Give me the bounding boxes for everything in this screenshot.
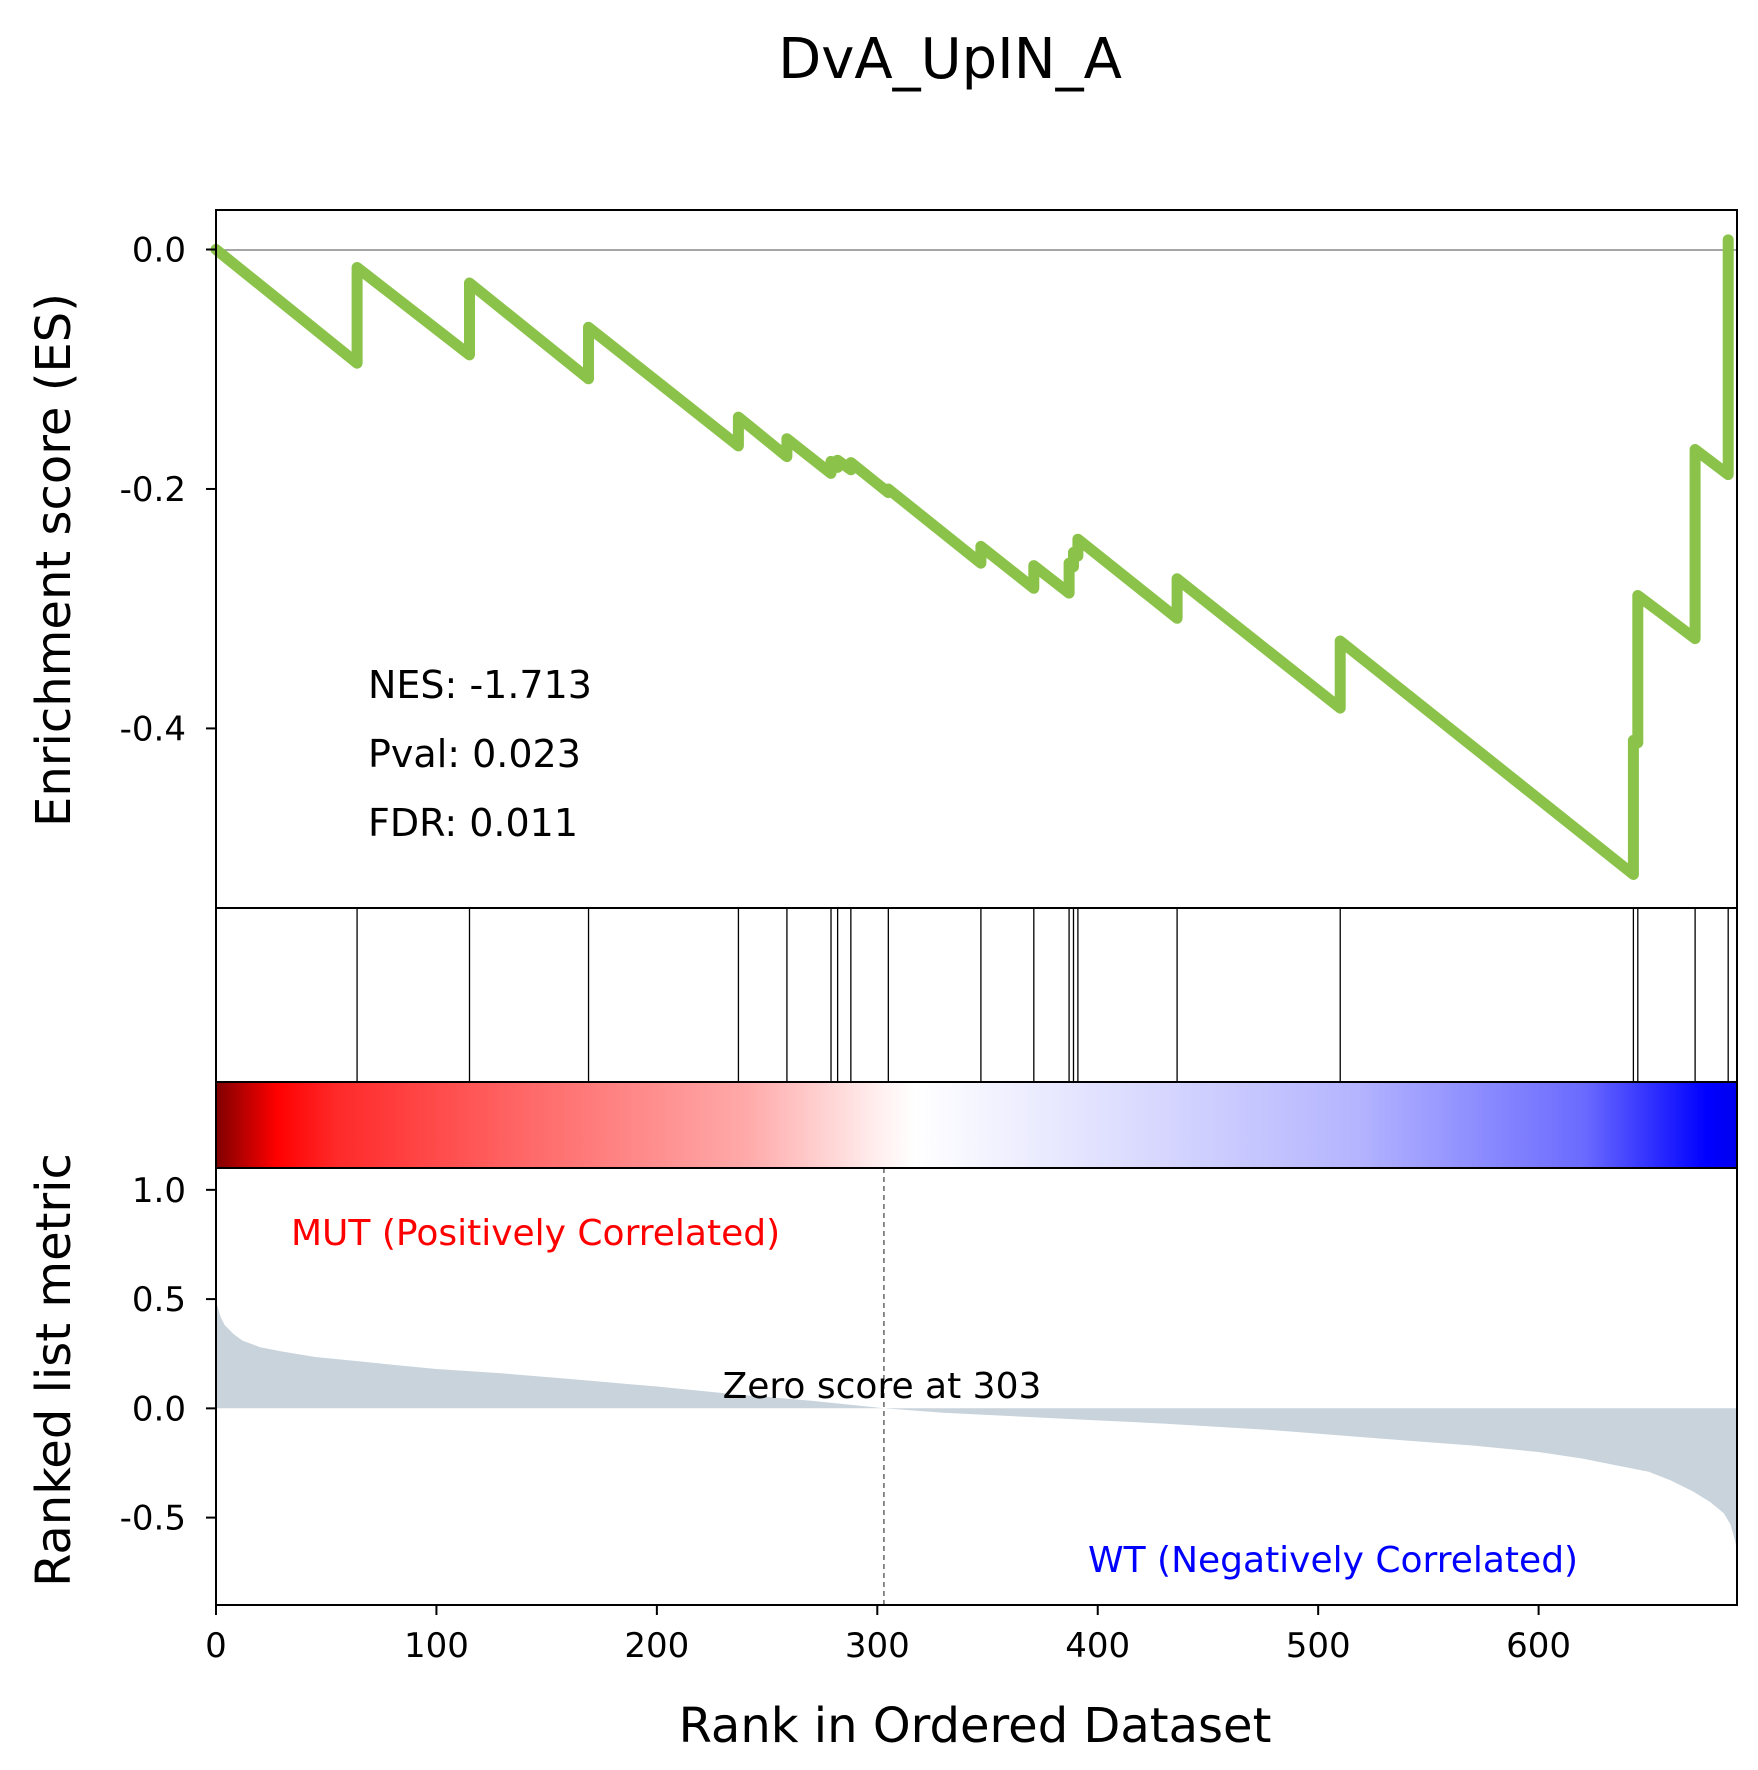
metric-y-tick-label-3: -0.5 <box>120 1499 186 1539</box>
hit-panel <box>215 907 1738 1083</box>
es-curve-line <box>210 234 1734 880</box>
metric-panel-frame <box>215 1167 1738 1606</box>
neg-phenotype-label: WT (Negatively Correlated) <box>1088 1540 1578 1581</box>
es-y-axis-ticks: 0.0 -0.2 -0.4 <box>120 231 216 749</box>
pval-text: Pval: 0.023 <box>368 732 581 776</box>
x-tick-label-1: 100 <box>404 1626 469 1666</box>
hit-panel-frame <box>215 907 1738 1083</box>
x-axis-title: Rank in Ordered Dataset <box>679 1698 1272 1754</box>
x-tick-label-5: 500 <box>1286 1626 1351 1666</box>
x-tick-label-2: 200 <box>624 1626 689 1666</box>
metric-y-tick-label-1: 0.5 <box>132 1280 186 1320</box>
x-tick-label-6: 600 <box>1506 1626 1571 1666</box>
x-axis-ticks: 0 100 200 300 400 500 600 <box>205 1605 1571 1666</box>
es-panel: NES: -1.713 Pval: 0.023 FDR: 0.011 <box>210 209 1738 909</box>
chart-title: DvA_UpIN_A <box>778 27 1122 92</box>
x-tick-label-4: 400 <box>1065 1626 1130 1666</box>
metric-area <box>216 1301 1737 1551</box>
metric-y-tick-label-2: 0.0 <box>132 1389 186 1429</box>
x-tick-label-3: 300 <box>845 1626 910 1666</box>
metric-axis-title: Ranked list metric <box>26 1153 82 1587</box>
metric-panel: Zero score at 303 MUT (Positively Correl… <box>215 1167 1738 1606</box>
metric-y-axis-ticks: 1.0 0.5 0.0 -0.5 <box>120 1171 216 1539</box>
rank-color-bar <box>215 1081 1738 1169</box>
es-y-tick-label-0: 0.0 <box>132 231 186 271</box>
es-y-tick-label-1: -0.2 <box>120 470 186 510</box>
es-axis-title: Enrichment score (ES) <box>26 293 82 827</box>
zero-score-label: Zero score at 303 <box>723 1366 1042 1407</box>
es-y-tick-label-2: -0.4 <box>120 709 186 749</box>
nes-text: NES: -1.713 <box>368 663 592 707</box>
pos-phenotype-label: MUT (Positively Correlated) <box>291 1213 780 1254</box>
metric-y-tick-label-0: 1.0 <box>132 1171 186 1211</box>
x-tick-label-0: 0 <box>205 1626 227 1666</box>
hit-lines <box>356 908 1729 1082</box>
es-curve <box>210 234 1734 880</box>
fdr-text: FDR: 0.011 <box>368 801 578 845</box>
